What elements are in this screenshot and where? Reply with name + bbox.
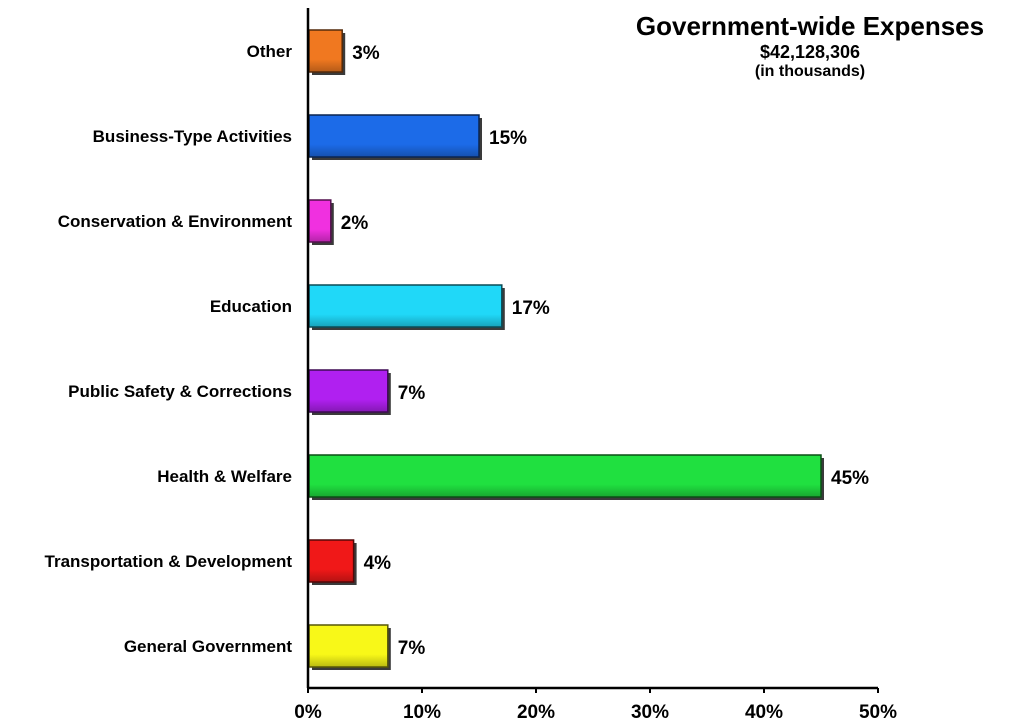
- category-label: Other: [247, 42, 293, 61]
- data-label: 7%: [398, 638, 426, 659]
- data-label: 45%: [831, 468, 869, 489]
- category-label: Transportation & Development: [45, 552, 293, 571]
- data-label: 17%: [512, 298, 550, 319]
- data-label: 7%: [398, 383, 426, 404]
- chart-title-block: Government-wide Expenses $42,128,306 (in…: [560, 10, 1014, 82]
- x-tick-label: 40%: [745, 702, 783, 723]
- x-tick-label: 50%: [859, 702, 897, 723]
- category-label: General Government: [124, 637, 293, 656]
- category-label: Business-Type Activities: [93, 127, 292, 146]
- x-tick-label: 0%: [294, 702, 322, 723]
- bar: [308, 539, 355, 583]
- category-label: Public Safety & Corrections: [68, 382, 292, 401]
- x-tick-label: 30%: [631, 702, 669, 723]
- chart-title: Government-wide Expenses: [635, 11, 985, 41]
- bar: [308, 624, 389, 668]
- category-label: Education: [210, 297, 292, 316]
- bar: [308, 29, 343, 73]
- category-label: Conservation & Environment: [58, 212, 293, 231]
- chart-subtitle: $42,128,306: [759, 42, 861, 62]
- x-tick-label: 10%: [403, 702, 441, 723]
- data-label: 3%: [352, 43, 380, 64]
- bar: [308, 199, 332, 243]
- bar: [308, 369, 389, 413]
- data-label: 15%: [489, 128, 527, 149]
- data-label: 2%: [341, 213, 369, 234]
- data-label: 4%: [364, 553, 392, 574]
- bar: [308, 284, 503, 328]
- x-tick-label: 20%: [517, 702, 555, 723]
- bar: [308, 114, 480, 158]
- bar: [308, 454, 822, 498]
- chart-subtitle-units: (in thousands): [754, 63, 866, 80]
- category-label: Health & Welfare: [157, 467, 292, 486]
